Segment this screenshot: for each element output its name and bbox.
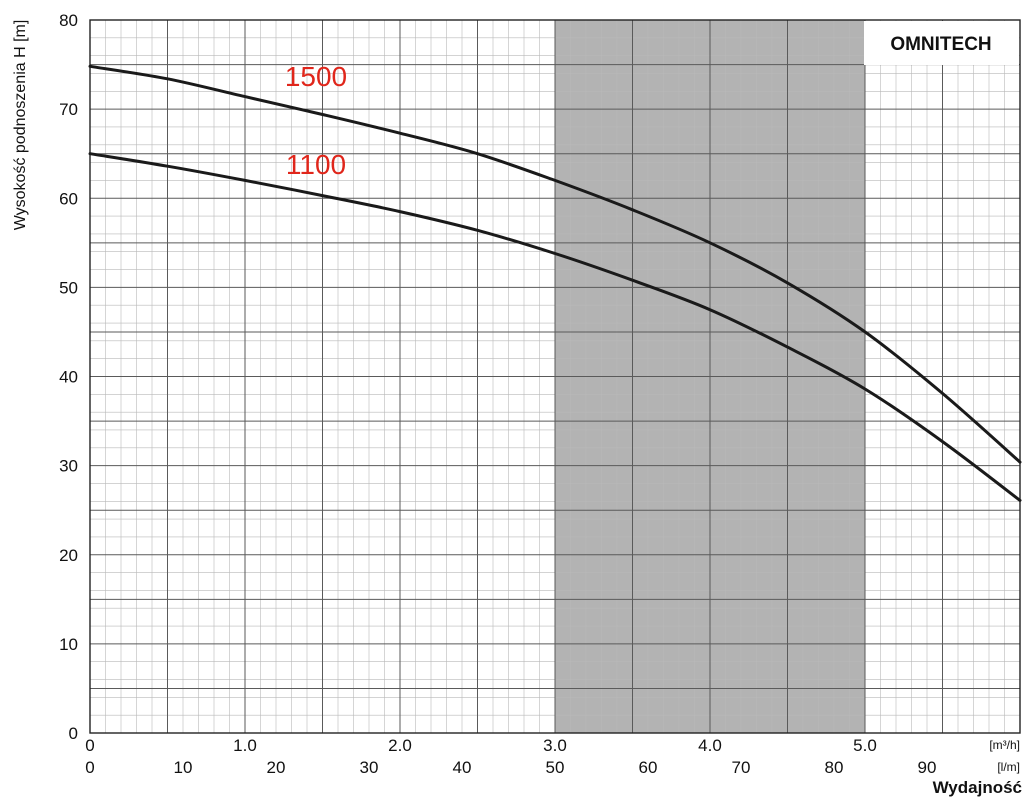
y-tick-label: 20 <box>59 546 78 565</box>
brand-label: OMNITECH <box>890 34 991 55</box>
x-tick-label-lpm: 30 <box>360 758 379 777</box>
y-tick-label: 10 <box>59 635 78 654</box>
major-grid <box>90 20 1020 733</box>
x-tick-label-m3h: 5.0 <box>853 736 877 755</box>
y-tick-label: 80 <box>59 11 78 30</box>
x-tick-label-lpm: 0 <box>85 758 94 777</box>
x-tick-label-lpm: 20 <box>267 758 286 777</box>
y-tick-label: 0 <box>69 724 78 743</box>
y-tick-label: 30 <box>59 457 78 476</box>
series-line-1500 <box>88 64 1022 464</box>
x-tick-label-lpm: 70 <box>732 758 751 777</box>
x-axis-label: Wydajność <box>933 778 1022 797</box>
x-tick-label-lpm: 10 <box>174 758 193 777</box>
x-unit-lpm: [l/m] <box>997 760 1020 774</box>
x-tick-label-m3h: 2.0 <box>388 736 412 755</box>
x-tick-label-m3h: 1.0 <box>233 736 257 755</box>
y-tick-labels: 0 10 20 30 40 50 60 70 80 <box>59 11 78 743</box>
x-tick-label-lpm: 60 <box>639 758 658 777</box>
y-tick-label: 70 <box>59 100 78 119</box>
series-label-1100: 1100 <box>286 149 346 180</box>
series-curves <box>88 64 1022 502</box>
brand-box <box>864 21 1019 65</box>
x-tick-labels-m3h: 0 1.0 2.0 3.0 4.0 5.0 <box>85 736 877 755</box>
y-tick-label: 60 <box>59 189 78 208</box>
series-label-1500: 1500 <box>285 61 347 92</box>
series-line-1100 <box>88 152 1022 502</box>
x-tick-labels-lpm: 0 10 20 30 40 50 60 70 80 90 <box>85 758 936 777</box>
plot-frame <box>89 19 1021 734</box>
x-tick-label-lpm: 80 <box>825 758 844 777</box>
y-tick-label: 50 <box>59 278 78 297</box>
x-tick-label-lpm: 90 <box>918 758 937 777</box>
x-tick-label-lpm: 50 <box>546 758 565 777</box>
x-tick-label-m3h: 0 <box>85 736 94 755</box>
x-tick-label-m3h: 4.0 <box>698 736 722 755</box>
y-axis-label: Wysokość podnoszenia H [m] <box>12 20 29 231</box>
x-unit-m3h: [m³/h] <box>989 738 1020 752</box>
x-tick-label-lpm: 40 <box>453 758 472 777</box>
x-tick-label-m3h: 3.0 <box>543 736 567 755</box>
y-tick-label: 40 <box>59 368 78 387</box>
